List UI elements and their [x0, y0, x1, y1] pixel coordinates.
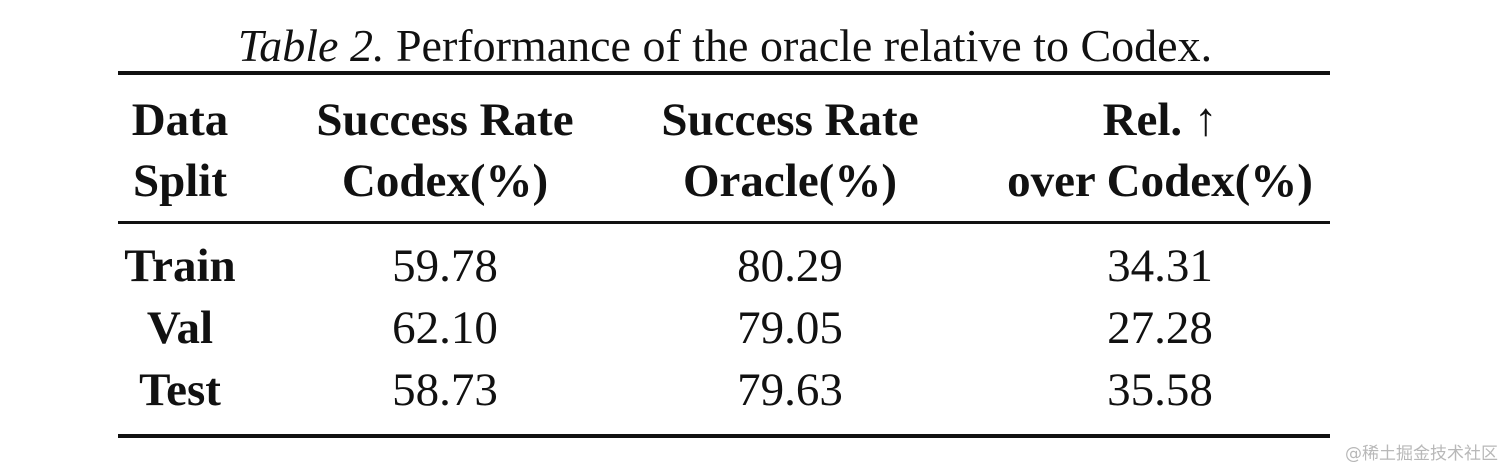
header-success-rate-codex: Success Rate Codex(%)	[280, 90, 610, 212]
row-split: Train	[124, 240, 236, 292]
codex-value: 62.10	[392, 302, 498, 354]
caption-text: Performance of the oracle relative to Co…	[395, 20, 1213, 71]
header-data-split: Data Split	[100, 90, 260, 212]
header-line: Split	[132, 155, 228, 207]
rel-value: 34.31	[1107, 240, 1213, 292]
row-split: Val	[146, 302, 214, 354]
header-line: Codex(%)	[341, 155, 549, 207]
header-line: Data	[131, 94, 229, 146]
table-row: Test 58.73 79.63 35.58	[0, 359, 1512, 421]
bottom-rule	[118, 434, 1330, 438]
header-line: Success Rate	[316, 94, 574, 146]
row-split: Test	[139, 364, 221, 416]
rel-value: 27.28	[1107, 302, 1213, 354]
header-relative-improvement: Rel. ↑ over Codex(%)	[970, 90, 1350, 212]
caption-label: Table 2.	[237, 20, 385, 71]
table-row: Train 59.78 80.29 34.31	[0, 235, 1512, 297]
header-line: Rel. ↑	[1102, 94, 1218, 146]
oracle-value: 79.63	[737, 364, 843, 416]
oracle-value: 80.29	[737, 240, 843, 292]
header-rule	[118, 221, 1330, 224]
table-caption: Table 2. Performance of the oracle relat…	[0, 18, 1450, 74]
watermark: @稀土掘金技术社区	[1345, 444, 1498, 464]
top-rule	[118, 71, 1330, 75]
header-line: Success Rate	[661, 94, 919, 146]
header-success-rate-oracle: Success Rate Oracle(%)	[620, 90, 960, 212]
header-line: Oracle(%)	[682, 155, 897, 207]
rel-value: 35.58	[1107, 364, 1213, 416]
table-row: Val 62.10 79.05 27.28	[0, 297, 1512, 359]
codex-value: 59.78	[392, 240, 498, 292]
oracle-value: 79.05	[737, 302, 843, 354]
header-line: over Codex(%)	[1007, 155, 1313, 207]
codex-value: 58.73	[392, 364, 498, 416]
